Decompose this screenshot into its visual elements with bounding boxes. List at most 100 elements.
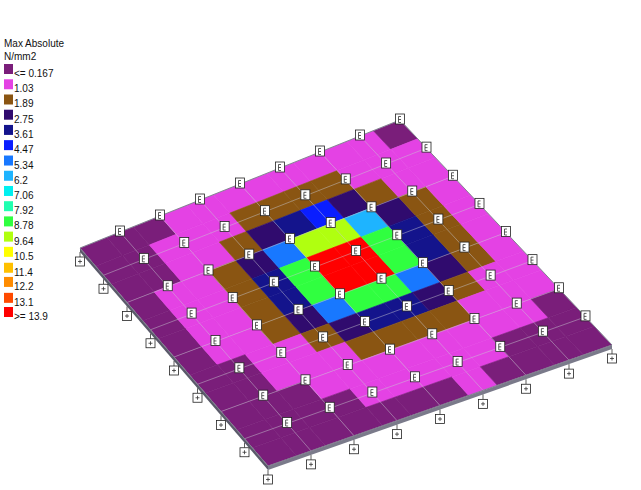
node-glyph (364, 319, 367, 325)
node-glyph (414, 374, 417, 380)
edge-stem (150, 334, 151, 339)
legend-swatch (4, 125, 13, 135)
node-glyph (411, 189, 414, 195)
node-marker (408, 186, 417, 196)
node-marker (204, 265, 213, 275)
node-marker (139, 253, 148, 263)
node-glyph (456, 359, 459, 365)
legend-swatch (4, 293, 13, 303)
node-marker (343, 359, 352, 369)
node-box (486, 270, 495, 280)
mesh-line (240, 184, 440, 406)
node-box (277, 347, 286, 357)
node-box (434, 214, 443, 224)
node-box (419, 258, 428, 268)
node-box (402, 301, 411, 311)
node-glyph (314, 264, 317, 270)
legend-swatch (4, 110, 13, 120)
edge-marker (217, 416, 226, 430)
edge-stem (197, 388, 198, 393)
node-box (196, 194, 205, 204)
node-box (316, 146, 325, 156)
edge-marker (608, 349, 617, 363)
node-glyph (380, 276, 383, 282)
node-marker (352, 245, 361, 255)
node-marker (528, 255, 537, 265)
node-box (276, 162, 285, 172)
legend-swatch (4, 79, 13, 89)
node-marker (361, 316, 370, 326)
node-box (356, 130, 365, 140)
node-glyph (289, 236, 292, 242)
node-marker (377, 273, 386, 283)
node-glyph (396, 232, 399, 238)
node-glyph (385, 161, 388, 167)
edge-stem (569, 364, 570, 369)
node-marker (235, 363, 244, 373)
node-box (496, 341, 505, 351)
node-marker (581, 311, 590, 321)
node-marker (368, 387, 377, 397)
node-box (235, 363, 244, 373)
edge-box (193, 393, 202, 402)
edge-stem (80, 252, 81, 257)
edge-glyph (196, 396, 200, 400)
mesh-line (160, 216, 354, 436)
node-box (301, 190, 310, 200)
node-marker (336, 289, 345, 299)
node-box (163, 281, 172, 291)
edge-glyph (149, 341, 153, 345)
node-marker (444, 286, 453, 296)
node-glyph (272, 279, 275, 285)
chart-svg: Max AbsoluteN/mm2<= 0.1671.031.892.753.6… (0, 0, 641, 490)
node-box (422, 142, 431, 152)
node-box (211, 335, 220, 345)
node-box (253, 320, 262, 330)
edge-marker (264, 470, 273, 484)
node-glyph (264, 208, 267, 214)
edge-box (350, 445, 359, 454)
mesh-line (320, 152, 526, 375)
node-box (261, 206, 270, 216)
legend-swatch (4, 140, 13, 150)
edge-marker (99, 279, 108, 293)
node-box (228, 292, 237, 302)
node-box (449, 170, 458, 180)
mesh-line (151, 204, 480, 329)
node-marker (411, 372, 420, 382)
edge-glyph (352, 447, 356, 451)
cell (566, 326, 612, 355)
node-box (180, 237, 189, 247)
node-marker (116, 226, 125, 236)
node-glyph (370, 204, 373, 210)
legend-tick-label: 9.64 (14, 236, 34, 247)
node-marker (228, 292, 237, 302)
node-marker (502, 227, 511, 237)
node-box (116, 226, 125, 236)
node-marker (180, 237, 189, 247)
node-glyph (322, 334, 325, 340)
node-marker (434, 214, 443, 224)
node-box (286, 233, 295, 243)
node-marker (286, 233, 295, 243)
node-box (428, 329, 437, 339)
node-box (259, 390, 268, 400)
node-glyph (541, 329, 544, 335)
cells (80, 120, 612, 466)
node-marker (486, 270, 495, 280)
node-glyph (297, 307, 300, 313)
legend-swatch (4, 94, 13, 104)
edge-glyph (395, 432, 399, 436)
legend-tick-label: 8.78 (14, 220, 34, 231)
node-glyph (319, 149, 322, 155)
legend-swatch (4, 186, 13, 196)
edge-marker (76, 252, 85, 266)
edge-box (99, 284, 108, 293)
edge-glyph (610, 357, 614, 361)
node-marker (301, 375, 310, 385)
legend-swatch (4, 277, 13, 287)
node-glyph (199, 197, 202, 203)
edge-box (170, 366, 179, 375)
node-box (343, 359, 352, 369)
legend-swatch (4, 247, 13, 257)
